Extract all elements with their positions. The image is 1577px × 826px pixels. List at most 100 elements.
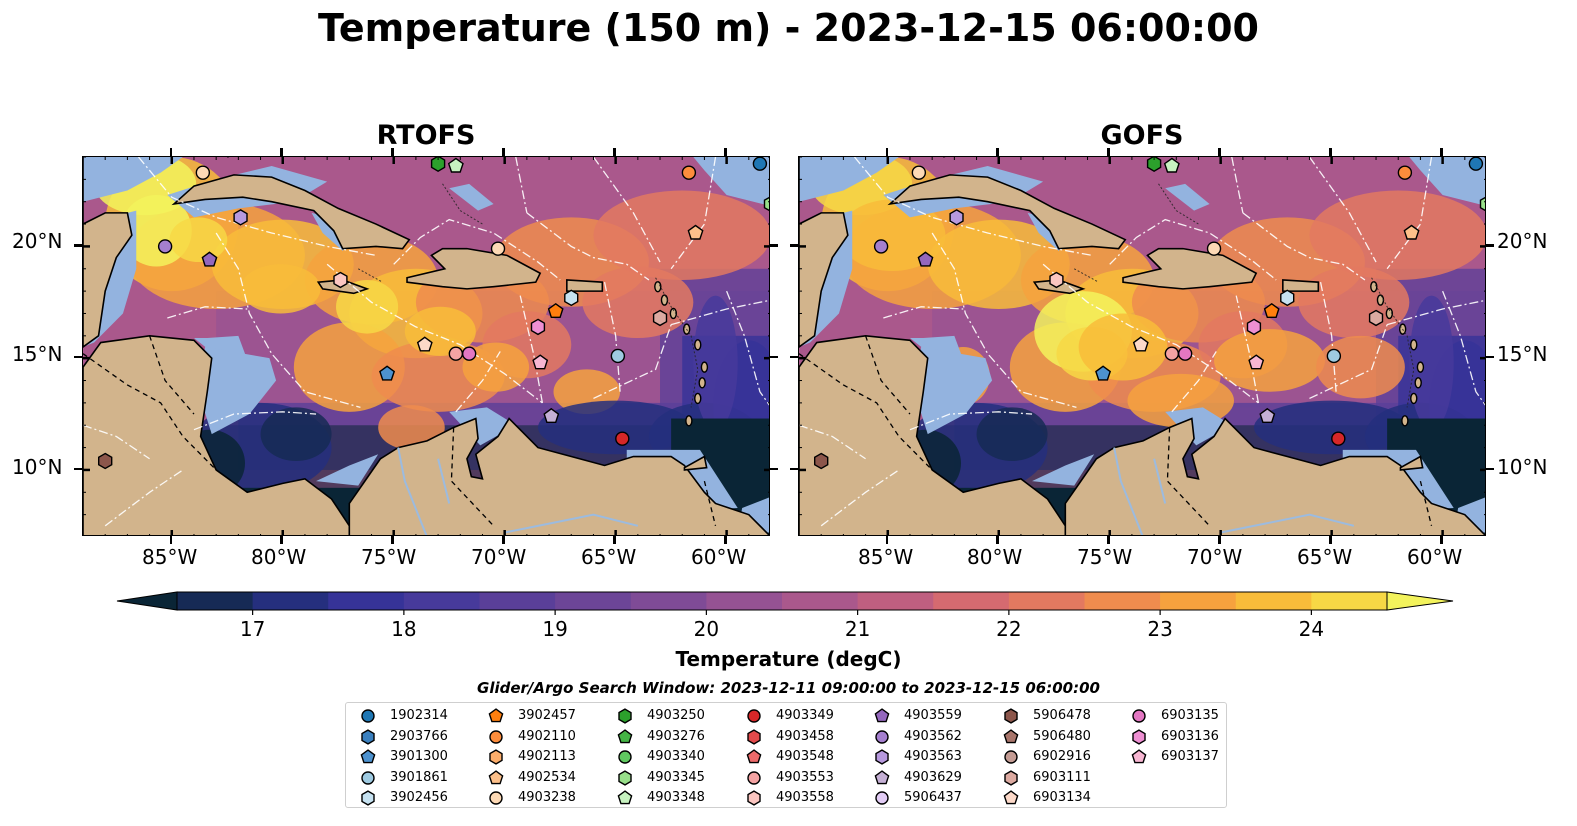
panel-title-rtofs: RTOFS: [376, 120, 476, 151]
legend-marker-circle-icon: [1132, 709, 1146, 723]
float-marker: [1403, 224, 1420, 240]
float-marker: [911, 165, 927, 180]
legend-marker: [1004, 750, 1018, 764]
legend-item-label: 4903559: [904, 708, 962, 723]
float-marker: [448, 346, 464, 361]
float-markers: [814, 157, 1485, 470]
rivers: [397, 447, 639, 535]
legend-item-label: 5906478: [1033, 708, 1091, 723]
legend-marker: [618, 750, 632, 764]
colorbar-tick-label: 17: [240, 617, 265, 641]
colorbar: 17 18 19 20 21 22 23 24: [116, 591, 1454, 641]
float-marker: [532, 354, 549, 370]
legend-item-label: 4902110: [518, 728, 576, 744]
legend-marker-pentagon-icon: [360, 749, 376, 764]
lat-tick: [74, 355, 82, 359]
colorbar-bin: [1008, 592, 1085, 610]
lon-tick: [1440, 148, 1443, 156]
float-marker: [1259, 407, 1276, 423]
float-marker: [1206, 241, 1222, 256]
legend-marker-pentagon-icon: [617, 790, 633, 805]
legend-item-label: 4903276: [647, 728, 705, 744]
float-marker: [98, 452, 113, 470]
lon-tick-label: 70°W: [1187, 545, 1243, 569]
legend-marker: [361, 770, 375, 785]
legend-item-label: 4903349: [776, 708, 834, 723]
lon-tick: [391, 148, 394, 156]
float-marker: [1331, 431, 1346, 446]
legend-marker: [1004, 769, 1018, 786]
float-marker: [543, 407, 560, 423]
temperature-map-gofs: [799, 157, 1485, 535]
land-cuba: [171, 174, 411, 250]
lon-tick-label: 70°W: [471, 545, 527, 569]
float-marker: [1280, 289, 1295, 307]
float-marker: [157, 239, 173, 254]
lat-tick-label: 15°N: [12, 342, 63, 366]
legend-title: Glider/Argo Search Window: 2023-12-11 09…: [477, 679, 1100, 697]
float-marker: [416, 336, 433, 352]
colorbar-bin: [630, 592, 707, 610]
land-yucatan: [83, 157, 133, 348]
lon-tick-label: 60°W: [1407, 545, 1463, 569]
lat-tick: [770, 355, 778, 359]
float-marker: [195, 165, 211, 180]
lon-tick: [169, 148, 173, 156]
float-marker: [447, 157, 464, 173]
figure-title: Temperature (150 m) - 2023-12-15 06:00:0…: [317, 6, 1259, 50]
land: [799, 157, 1485, 535]
legend-marker-circle-icon: [1004, 750, 1018, 764]
frame-ticks: [83, 157, 769, 535]
legend-marker-hexagon-icon: [875, 749, 889, 765]
legend-item-label: 4903548: [776, 749, 834, 764]
legend-marker-pentagon-icon: [1003, 728, 1019, 743]
lon-tick: [280, 148, 283, 156]
borders: [83, 335, 717, 527]
lon-tick: [1218, 148, 1221, 156]
land: [83, 157, 769, 535]
lon-tick: [885, 148, 889, 156]
lon-tick-label: 75°W: [361, 545, 417, 569]
legend-marker: [747, 728, 761, 745]
legend-item-label: 5906437: [904, 790, 962, 805]
float-marker: [333, 271, 348, 289]
float-marker: [917, 251, 934, 267]
legend-item-label: 4903553: [776, 769, 834, 785]
legend-item-label: 4903458: [776, 728, 834, 744]
float-marker: [1163, 157, 1180, 173]
legend-marker: [618, 769, 632, 786]
legend-item-label: 4903238: [518, 790, 576, 805]
legend-marker-pentagon-icon: [488, 708, 504, 723]
colorbar-bin: [857, 592, 934, 610]
float-marker: [615, 431, 630, 446]
legend-marker: [747, 770, 761, 785]
legend-marker: [617, 728, 633, 743]
float-markers: [98, 157, 769, 470]
legend-marker-hexagon-icon: [747, 790, 761, 806]
land-trinidad: [1399, 455, 1424, 471]
float-marker: [681, 165, 697, 180]
legend-marker: [1003, 790, 1019, 805]
lat-tick: [770, 244, 778, 247]
float-marker: [201, 251, 218, 267]
colorbar-tick-label: 24: [1299, 617, 1324, 641]
borders: [799, 335, 1433, 527]
float-marker: [1095, 365, 1112, 381]
legend-marker-hexagon-icon: [618, 708, 632, 724]
float-marker: [430, 157, 446, 173]
colorbar-bin: [1084, 592, 1161, 610]
float-marker: [1248, 354, 1265, 370]
legend-marker: [1132, 709, 1146, 723]
legend-marker: [874, 769, 890, 784]
legend-marker: [361, 790, 375, 806]
land-central_am: [83, 335, 351, 535]
float-marker: [461, 346, 477, 361]
colorbar-bin: [706, 592, 783, 610]
float-marker: [1397, 165, 1413, 180]
map-panel-rtofs: [82, 156, 770, 536]
legend-marker-hexagon-icon: [1004, 769, 1018, 786]
colorbar-bin: [479, 592, 556, 610]
float-marker: [1368, 309, 1384, 327]
land-hispaniola: [406, 247, 542, 290]
float-marker: [1246, 318, 1262, 336]
